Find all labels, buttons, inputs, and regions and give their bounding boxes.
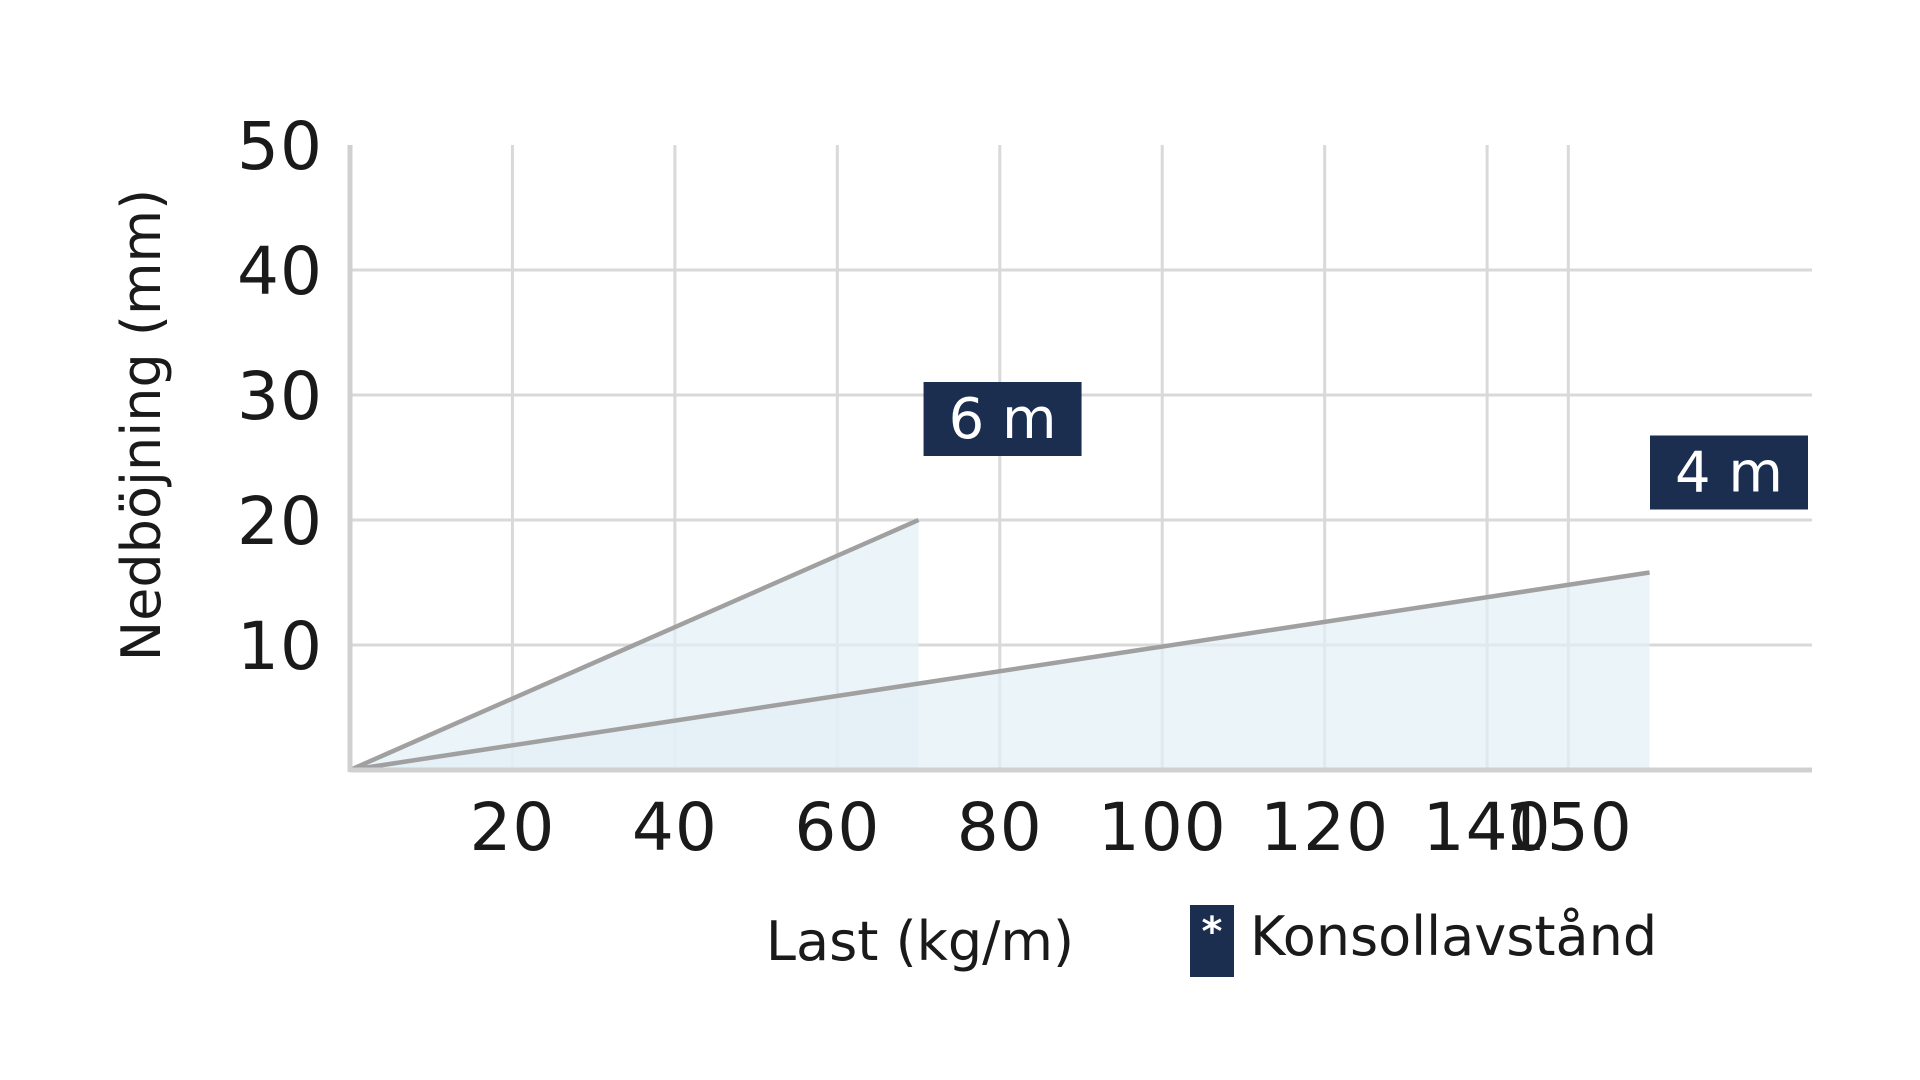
y-tick-label-40: 40 xyxy=(237,233,323,310)
y-tick-label-20: 20 xyxy=(237,483,323,560)
legend: * Konsollavstånd xyxy=(1190,905,1657,977)
legend-symbol: * xyxy=(1202,909,1223,955)
series-label-2: 4 m xyxy=(1675,441,1783,506)
legend-label: Konsollavstånd xyxy=(1250,905,1657,968)
y-axis-title: Nedböjning (mm) xyxy=(110,189,173,661)
y-tick-label-10: 10 xyxy=(237,608,323,685)
series-label-box-1 xyxy=(923,382,1082,456)
x-tick-label-80: 80 xyxy=(957,789,1043,866)
y-tick-labels: 10 20 30 40 50 xyxy=(237,108,323,685)
x-axis-title: Last (kg/m) xyxy=(766,910,1074,973)
legend-swatch xyxy=(1190,905,1234,977)
series-lines xyxy=(349,517,1650,773)
x-tick-label-40: 40 xyxy=(632,789,718,866)
x-tick-label-120: 120 xyxy=(1260,789,1389,866)
y-tick-label-50: 50 xyxy=(237,108,323,185)
series-label-1: 6 m xyxy=(949,387,1057,452)
series-labels: 6 m 4 m xyxy=(923,382,1808,510)
x-tick-label-150: 150 xyxy=(1504,789,1633,866)
x-tick-label-100: 100 xyxy=(1098,789,1227,866)
x-tick-label-140: 140 xyxy=(1423,789,1552,866)
series-label-box-2 xyxy=(1650,435,1808,510)
x-tick-label-60: 60 xyxy=(794,789,880,866)
line-series-1 xyxy=(349,517,920,773)
y-tick-label-30: 30 xyxy=(237,358,323,435)
line-series-2 xyxy=(349,570,1650,773)
axes xyxy=(347,145,1812,773)
x-tick-label-20: 20 xyxy=(469,789,555,866)
